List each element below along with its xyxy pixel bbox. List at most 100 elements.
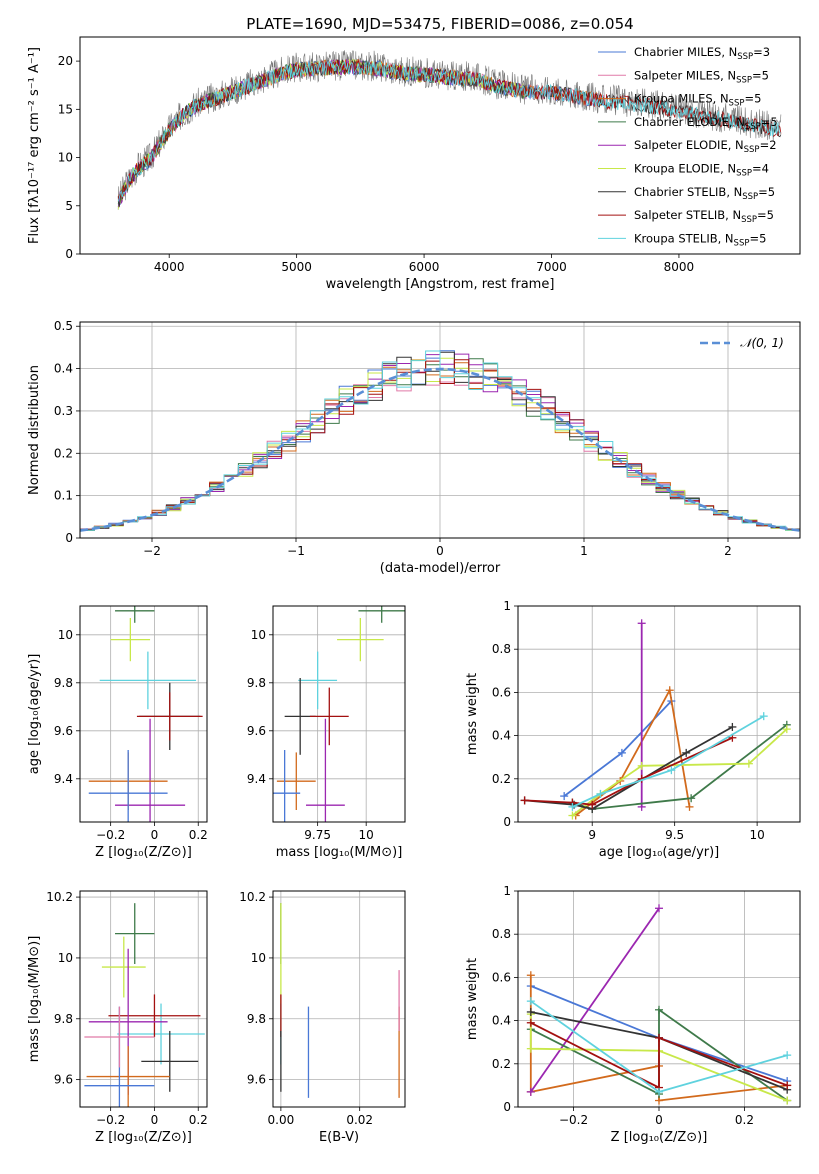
axes-frame bbox=[79, 605, 208, 823]
y-tick-label: 0.2 bbox=[492, 772, 511, 786]
y-tick-label: 0 bbox=[503, 815, 511, 829]
weight-marker bbox=[617, 748, 626, 757]
legend-label-subscript: SSP bbox=[734, 238, 750, 248]
weight-marker bbox=[687, 794, 696, 803]
x-tick-label: −1 bbox=[287, 544, 305, 558]
residuals-axes: −2 −1 0 1 2 0 0.1 0.2 0.3 0.4 0.5 (data-model)/erro… bbox=[27, 319, 801, 576]
errorbar-point bbox=[358, 606, 405, 623]
age_vs_mass-plot-area bbox=[273, 606, 405, 822]
weight-marker bbox=[759, 712, 768, 721]
weight-marker bbox=[588, 800, 597, 809]
model-spectrum-line bbox=[117, 58, 782, 199]
x-axis-label: age [log₁₀(age/yr)] bbox=[599, 845, 720, 860]
y-axis-label: age [log₁₀(age/yr)] bbox=[27, 654, 42, 775]
errorbar-point bbox=[86, 1046, 170, 1107]
x-tick-label: 9.5 bbox=[665, 828, 684, 842]
legend-label: 𝒩(0, 1) bbox=[740, 336, 784, 350]
y-tick-label: 1 bbox=[503, 599, 511, 613]
x-tick-label: 4000 bbox=[154, 260, 185, 274]
x-axis-label: mass [log₁₀(M/M⊙)] bbox=[276, 845, 403, 860]
weight-marker bbox=[744, 759, 753, 768]
figure-title: PLATE=1690, MJD=53475, FIBERID=0086, z=0… bbox=[246, 15, 633, 33]
weight_vs_age-axes: 9 9.5 10 0 0.2 0.4 0.6 0.8 1 age [log₁₀(age/yr)] m… bbox=[465, 599, 801, 860]
weight-marker bbox=[568, 811, 577, 820]
spectrum-plot-area bbox=[117, 50, 782, 210]
legend-label-subscript: SSP bbox=[737, 52, 753, 62]
weight-marker bbox=[637, 761, 646, 770]
y-tick-label: 10 bbox=[58, 151, 73, 165]
y-axis-label: mass [log₁₀(M/M⊙)] bbox=[27, 936, 42, 1063]
x-tick-label: 0 bbox=[151, 828, 159, 842]
y-tick-label: 0.2 bbox=[492, 1057, 511, 1071]
y-tick-label: 0.5 bbox=[54, 319, 73, 333]
weight-series-line bbox=[530, 907, 660, 1093]
y-tick-label: 0.6 bbox=[492, 685, 511, 699]
errorbar-point bbox=[117, 1003, 205, 1065]
errorbar-point bbox=[115, 718, 186, 822]
weight-marker bbox=[685, 802, 694, 811]
y-tick-label: 0.3 bbox=[54, 404, 73, 418]
y-tick-label: 10 bbox=[251, 628, 266, 642]
weight-marker bbox=[655, 1005, 663, 1014]
weight-marker bbox=[655, 904, 663, 913]
age_vs_mass-axes: 9.75 10 9.4 9.6 9.8 10 mass [log₁₀(M/M⊙)] bbox=[247, 605, 406, 860]
weight-marker bbox=[526, 971, 535, 980]
legend-label: Kroupa ELODIE, NSSP=4 bbox=[634, 162, 769, 179]
axes-frame bbox=[79, 890, 208, 1108]
legend-label-suffix: =3 bbox=[753, 45, 770, 59]
axes-frame bbox=[517, 890, 801, 1108]
weight-series-line bbox=[529, 1014, 788, 1102]
weight-marker bbox=[526, 1007, 535, 1016]
axes-frame bbox=[272, 605, 406, 823]
errorbar-point bbox=[84, 1006, 155, 1068]
mass_vs_EBV-plot-area bbox=[280, 903, 400, 1098]
y-tick-label: 10.2 bbox=[239, 890, 266, 904]
y-tick-label: 20 bbox=[58, 54, 73, 68]
weight-marker bbox=[665, 686, 674, 695]
y-tick-label: 9.4 bbox=[247, 772, 266, 786]
weight-marker bbox=[526, 997, 535, 1006]
age_vs_Z-plot-area bbox=[88, 606, 203, 822]
weight-marker bbox=[783, 1081, 792, 1090]
legend-label: Chabrier ELODIE, NSSP=5 bbox=[634, 115, 778, 132]
weight-marker bbox=[783, 1096, 792, 1105]
x-axis-label: Z [log₁₀(Z/Z⊙)] bbox=[611, 1130, 708, 1145]
x-tick-label: 9.75 bbox=[304, 828, 331, 842]
weight-marker bbox=[728, 722, 737, 731]
y-tick-label: 9.6 bbox=[247, 724, 266, 738]
y-axis-label: Flux [fλ10⁻¹⁷ erg cm⁻² s⁻¹ A⁻¹] bbox=[27, 47, 42, 244]
x-tick-label: 0 bbox=[151, 1113, 159, 1127]
weight-marker bbox=[783, 1051, 792, 1060]
age_vs_Z-axes: −0.2 0 0.2 9.4 9.6 9.8 10 Z [log₁₀(Z/Z⊙)] age [l… bbox=[27, 605, 208, 860]
x-tick-label: 0.00 bbox=[268, 1113, 295, 1127]
legend-label-suffix: =2 bbox=[760, 138, 777, 152]
x-axis-label: (data-model)/error bbox=[380, 561, 501, 576]
weight-series-line bbox=[575, 687, 691, 817]
errorbar-point bbox=[99, 651, 197, 710]
y-tick-label: 5 bbox=[65, 199, 73, 213]
x-tick-label: 10 bbox=[749, 828, 764, 842]
x-tick-label: 10 bbox=[359, 828, 374, 842]
weight-series-line bbox=[530, 1021, 788, 1090]
y-tick-label: 0 bbox=[503, 1100, 511, 1114]
x-tick-label: 8000 bbox=[664, 260, 695, 274]
mass_vs_EBV-axes: 0.00 0.02 9.6 9.8 10 10.2 E(B-V) bbox=[239, 890, 406, 1145]
y-tick-label: 9.8 bbox=[247, 1012, 266, 1026]
errorbar-point bbox=[136, 692, 203, 741]
spectrum-axes: 4000 5000 6000 7000 8000 0 5 10 15 20 wavelength [… bbox=[27, 36, 801, 292]
x-tick-label: 6000 bbox=[409, 260, 440, 274]
x-tick-label: 0.2 bbox=[735, 1113, 754, 1127]
errorbar-point bbox=[115, 606, 155, 623]
errorbar-point bbox=[306, 718, 345, 822]
legend-label-suffix: =5 bbox=[749, 231, 766, 245]
y-tick-label: 1 bbox=[503, 884, 511, 898]
legend-label-subscript: SSP bbox=[745, 122, 761, 132]
weight-marker bbox=[526, 1044, 535, 1053]
y-axis-label: Normed distribution bbox=[27, 365, 42, 495]
y-tick-label: 9.8 bbox=[54, 1012, 73, 1026]
y-tick-label: 10 bbox=[58, 951, 73, 965]
weight-marker bbox=[560, 792, 569, 801]
